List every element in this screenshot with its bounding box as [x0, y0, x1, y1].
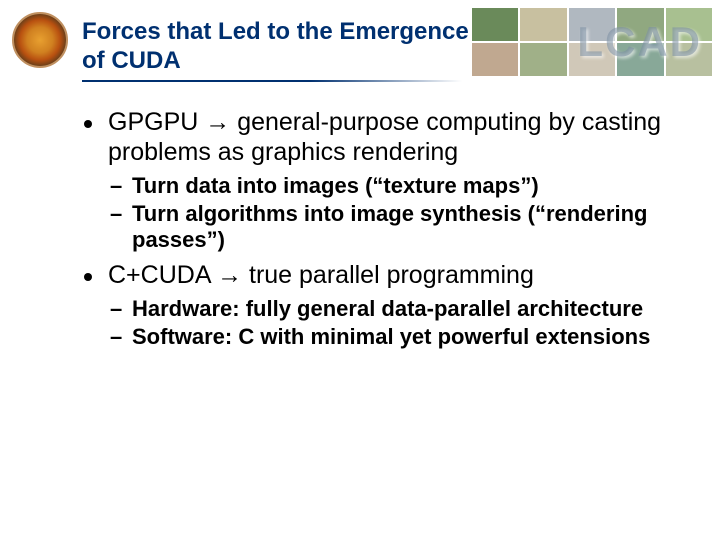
sub-bullet-list: Hardware: fully general data-parallel ar… — [108, 296, 690, 350]
header-photo-collage — [472, 8, 712, 76]
bullet-list: GPGPU → general-purpose computing by cas… — [80, 108, 690, 350]
sub-bullet-item: Turn algorithms into image synthesis (“r… — [108, 201, 690, 253]
arrow-icon: → — [205, 108, 230, 136]
slide-header: Forces that Led to the Emergence of CUDA… — [0, 0, 720, 90]
bullet-text-post: true parallel programming — [242, 261, 534, 289]
bullet-item: GPGPU → general-purpose computing by cas… — [80, 108, 690, 253]
sub-bullet-list: Turn data into images (“texture maps”) T… — [108, 173, 690, 253]
slide-title: Forces that Led to the Emergence of CUDA — [82, 18, 482, 76]
title-underline — [82, 80, 462, 82]
arrow-icon: → — [217, 261, 242, 289]
slide-body: GPGPU → general-purpose computing by cas… — [0, 90, 720, 350]
bullet-text-pre: GPGPU — [108, 108, 205, 136]
sub-bullet-item: Hardware: fully general data-parallel ar… — [108, 296, 690, 322]
institution-logo — [12, 12, 68, 68]
sub-bullet-item: Software: C with minimal yet powerful ex… — [108, 324, 690, 350]
bullet-text-pre: C+CUDA — [108, 261, 217, 289]
sub-bullet-item: Turn data into images (“texture maps”) — [108, 173, 690, 199]
bullet-item: C+CUDA → true parallel programming Hardw… — [80, 261, 690, 350]
